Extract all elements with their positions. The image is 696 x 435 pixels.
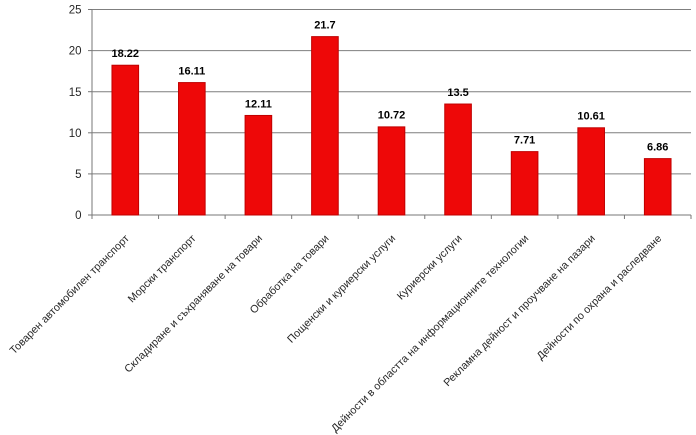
svg-text:7.71: 7.71 xyxy=(514,134,535,146)
svg-text:0: 0 xyxy=(75,210,81,222)
svg-text:21.7: 21.7 xyxy=(314,19,335,31)
svg-text:6.86: 6.86 xyxy=(647,141,668,153)
svg-text:20: 20 xyxy=(69,46,82,58)
svg-text:13.5: 13.5 xyxy=(447,87,468,99)
svg-text:25: 25 xyxy=(69,5,82,17)
svg-text:5: 5 xyxy=(75,169,81,181)
svg-text:10.61: 10.61 xyxy=(577,111,605,123)
svg-text:10.72: 10.72 xyxy=(378,110,406,122)
svg-text:18.22: 18.22 xyxy=(112,48,140,60)
svg-text:15: 15 xyxy=(69,87,82,99)
svg-text:12.11: 12.11 xyxy=(245,98,272,110)
svg-text:10: 10 xyxy=(69,128,82,140)
svg-text:16.11: 16.11 xyxy=(178,65,205,77)
